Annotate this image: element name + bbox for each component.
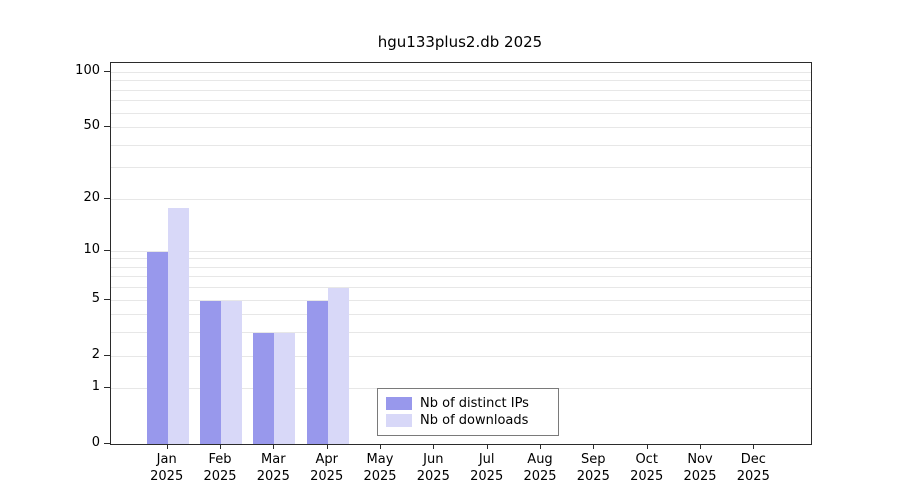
gridline bbox=[111, 72, 811, 73]
y-tick-label: 2 bbox=[91, 346, 100, 362]
gridline bbox=[111, 250, 811, 252]
legend-label-downloads: Nb of downloads bbox=[420, 413, 529, 428]
x-tick bbox=[326, 444, 328, 449]
legend: Nb of distinct IPs Nb of downloads bbox=[377, 388, 559, 436]
y-tick-label: 0 bbox=[91, 435, 100, 450]
gridline bbox=[111, 167, 811, 169]
y-tick bbox=[104, 126, 110, 128]
bar-downloads bbox=[221, 300, 242, 444]
y-tick bbox=[104, 443, 110, 444]
x-tick bbox=[220, 444, 221, 449]
x-tick-label: May 2025 bbox=[363, 452, 397, 484]
gridline bbox=[111, 276, 811, 278]
gridline bbox=[111, 314, 811, 316]
x-tick-label: Jul 2025 bbox=[470, 452, 504, 484]
y-tick bbox=[104, 298, 110, 300]
plot-area bbox=[110, 62, 812, 445]
gridline bbox=[111, 144, 811, 146]
legend-label-distinct-ips: Nb of distinct IPs bbox=[420, 396, 529, 411]
y-tick-label: 1 bbox=[91, 379, 100, 395]
x-tick bbox=[753, 444, 755, 449]
gridline bbox=[111, 299, 811, 301]
x-tick-label: Dec 2025 bbox=[736, 452, 770, 484]
y-tick-label: 20 bbox=[83, 189, 100, 205]
x-tick bbox=[166, 444, 168, 449]
bar-distinct-ips bbox=[146, 251, 168, 444]
y-tick-label: 50 bbox=[83, 118, 100, 134]
gridline bbox=[111, 89, 811, 91]
gridline bbox=[111, 80, 811, 82]
x-tick bbox=[380, 444, 381, 449]
gridline bbox=[111, 258, 811, 260]
chart-title: hgu133plus2.db 2025 bbox=[377, 33, 543, 51]
x-tick bbox=[593, 444, 595, 449]
gridline bbox=[111, 355, 811, 357]
gridline bbox=[111, 198, 811, 200]
x-tick bbox=[646, 444, 648, 449]
bar-downloads bbox=[327, 288, 349, 444]
legend-swatch-downloads bbox=[386, 414, 412, 427]
y-tick bbox=[104, 249, 110, 251]
y-tick-label: 5 bbox=[91, 290, 100, 306]
bar-distinct-ips bbox=[253, 333, 275, 444]
x-tick-label: Jun 2025 bbox=[416, 452, 450, 484]
gridline bbox=[111, 332, 811, 334]
x-tick bbox=[540, 444, 541, 449]
x-tick bbox=[700, 444, 701, 449]
legend-row-distinct-ips: Nb of distinct IPs bbox=[386, 395, 548, 412]
legend-swatch-distinct-ips bbox=[386, 397, 412, 410]
x-tick-label: Oct 2025 bbox=[630, 452, 664, 484]
y-tick-label: 100 bbox=[75, 63, 100, 78]
x-tick-label: Feb 2025 bbox=[203, 452, 237, 484]
x-tick-label: Jan 2025 bbox=[150, 452, 184, 484]
x-tick-label: Mar 2025 bbox=[256, 452, 290, 484]
x-tick-label: Apr 2025 bbox=[310, 452, 344, 484]
x-tick bbox=[433, 444, 435, 449]
bar-downloads bbox=[167, 207, 189, 444]
x-tick-label: Aug 2025 bbox=[523, 452, 557, 484]
gridline bbox=[111, 112, 811, 114]
x-tick bbox=[273, 444, 275, 449]
bar-distinct-ips bbox=[200, 300, 221, 444]
gridline bbox=[111, 287, 811, 289]
y-tick bbox=[104, 197, 110, 199]
bar-downloads bbox=[274, 333, 296, 444]
y-tick bbox=[104, 71, 110, 72]
x-tick bbox=[486, 444, 488, 449]
y-tick bbox=[104, 387, 110, 389]
y-tick-label: 10 bbox=[83, 241, 100, 257]
x-tick-label: Nov 2025 bbox=[683, 452, 717, 484]
gridline bbox=[111, 100, 811, 102]
legend-row-downloads: Nb of downloads bbox=[386, 412, 548, 429]
x-tick-label: Sep 2025 bbox=[576, 452, 610, 484]
gridline bbox=[111, 127, 811, 129]
gridline bbox=[111, 266, 811, 268]
bar-distinct-ips bbox=[306, 300, 328, 444]
y-tick bbox=[104, 354, 110, 356]
